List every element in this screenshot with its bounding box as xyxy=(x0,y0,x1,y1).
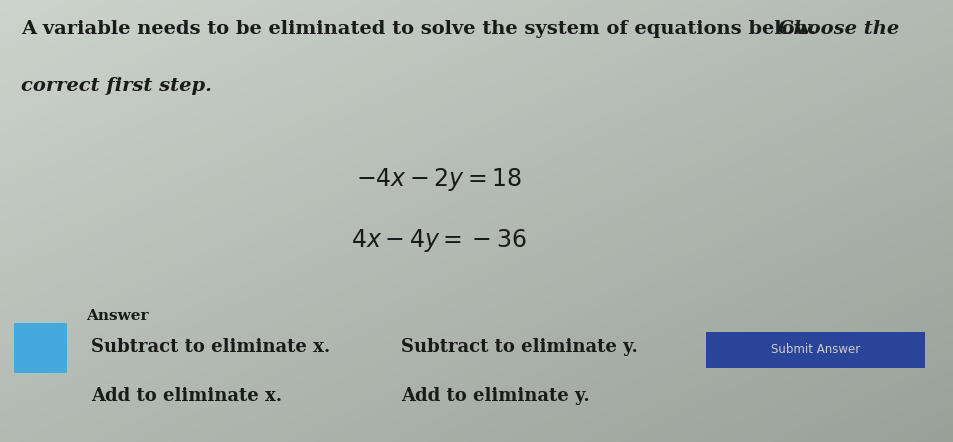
Text: Answer: Answer xyxy=(86,309,149,323)
Text: Add to eliminate y.: Add to eliminate y. xyxy=(400,387,589,404)
Text: Subtract to eliminate x.: Subtract to eliminate x. xyxy=(91,338,330,356)
Text: $-4x - 2y = 18$: $-4x - 2y = 18$ xyxy=(355,165,521,193)
FancyBboxPatch shape xyxy=(14,323,67,373)
Text: Subtract to eliminate y.: Subtract to eliminate y. xyxy=(400,338,637,356)
FancyBboxPatch shape xyxy=(705,332,924,368)
Text: A variable needs to be eliminated to solve the system of equations below.: A variable needs to be eliminated to sol… xyxy=(21,20,845,38)
Text: Choose the: Choose the xyxy=(777,20,898,38)
Text: Add to eliminate x.: Add to eliminate x. xyxy=(91,387,281,404)
Text: $4x - 4y = -36$: $4x - 4y = -36$ xyxy=(351,227,526,255)
Text: Submit Answer: Submit Answer xyxy=(770,343,860,356)
Text: correct first step.: correct first step. xyxy=(21,77,212,95)
